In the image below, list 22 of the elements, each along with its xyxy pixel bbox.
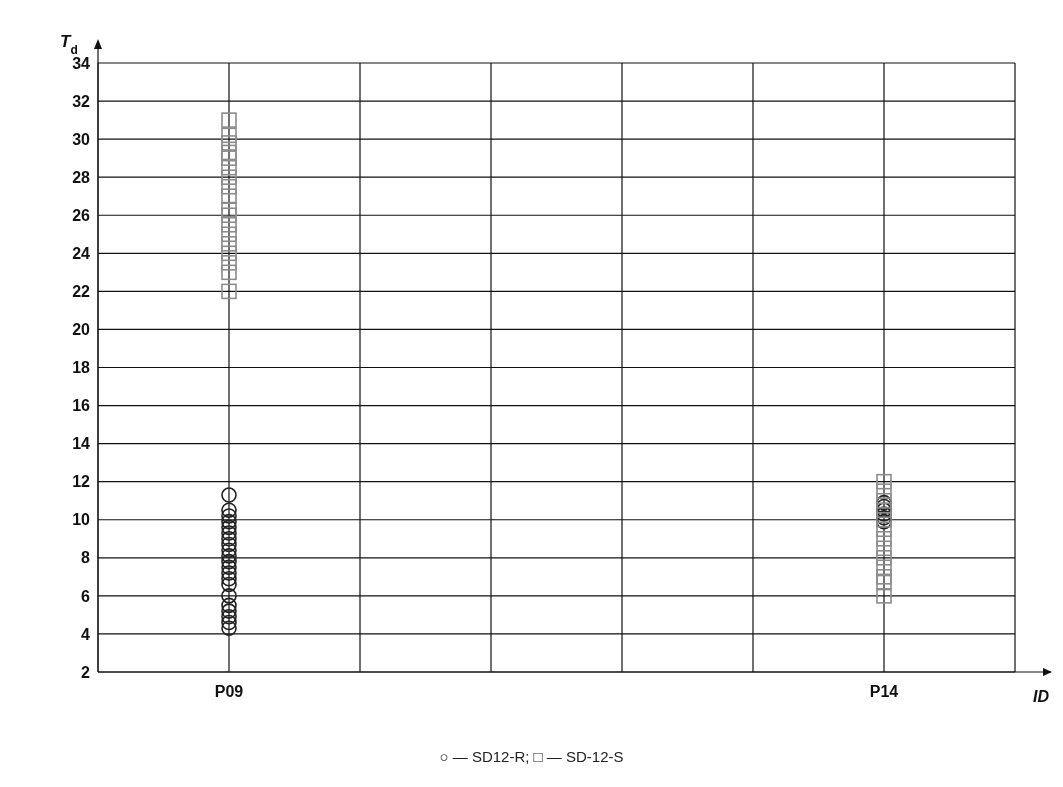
y-tick-label: 2	[81, 663, 91, 681]
y-tick-label: 30	[72, 130, 91, 148]
y-tick-label: 20	[72, 321, 91, 339]
y-tick-label: 10	[72, 511, 91, 529]
y-tick-label: 22	[72, 283, 91, 301]
y-tick-label: 6	[81, 587, 91, 605]
y-tick-label: 18	[72, 359, 91, 377]
y-tick-label: 24	[72, 244, 91, 262]
y-tick-label: 4	[81, 625, 91, 643]
y-tick-label: 14	[72, 435, 91, 453]
y-axis-title: T$_{d}$	[60, 32, 78, 57]
x-axis-title: ID	[1033, 688, 1050, 705]
x-tick-label: P09	[214, 683, 244, 701]
y-tick-label: 12	[72, 473, 91, 491]
y-tick-label: 8	[81, 549, 91, 567]
y-tick-label: 34	[72, 54, 91, 72]
text: ○ — SD12-R; □ — SD-12-S	[438, 748, 625, 765]
x-tick-label: P14	[869, 683, 899, 701]
y-tick-label: 28	[72, 168, 91, 186]
y-tick-label: 26	[72, 206, 91, 224]
y-tick-label: 16	[72, 397, 91, 415]
y-tick-label: 32	[72, 92, 91, 110]
